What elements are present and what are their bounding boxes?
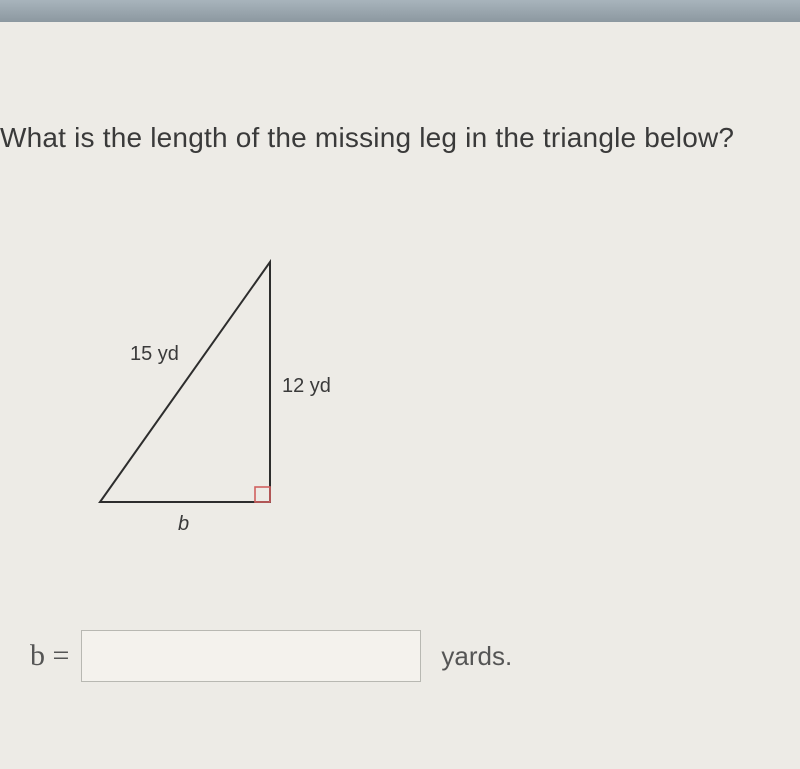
answer-row: b = yards. [30, 630, 512, 682]
triangle-figure: 15 yd 12 yd b [60, 242, 400, 542]
right-angle-marker [255, 487, 270, 502]
answer-unit-label: yards. [441, 641, 512, 672]
question-text: What is the length of the missing leg in… [0, 122, 734, 154]
triangle-outline [100, 262, 270, 502]
vertical-leg-label: 12 yd [282, 375, 331, 397]
browser-chrome-strip [0, 0, 800, 22]
hypotenuse-label: 15 yd [130, 343, 179, 365]
answer-input[interactable] [81, 630, 421, 682]
worksheet-page: What is the length of the missing leg in… [0, 22, 800, 769]
answer-variable-label: b = [30, 639, 69, 673]
base-leg-label: b [178, 513, 189, 535]
